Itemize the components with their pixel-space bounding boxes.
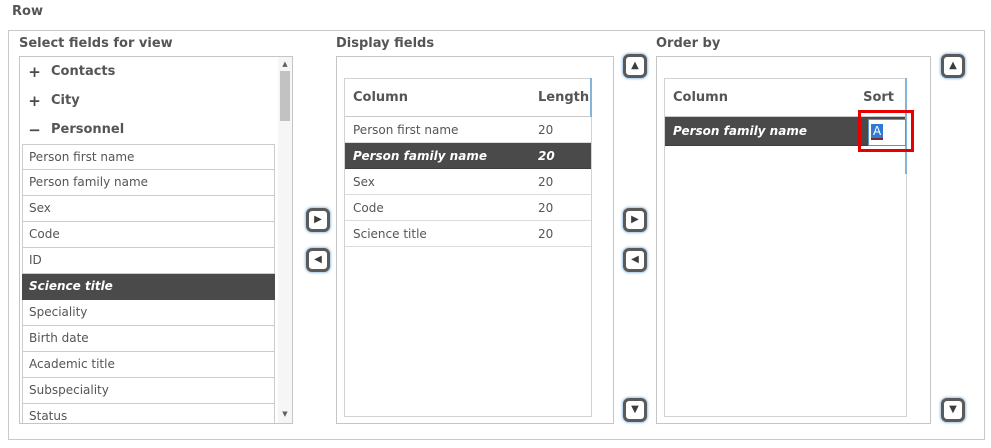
display-table-body: Person first name 20 Person family name 20 S… [345,117,591,247]
select-fields-title: Select fields for view [19,36,173,51]
remove-from-order-button[interactable]: ◀ [623,248,647,272]
display-fields-panel: Column Length Person first name 20 Person … [336,56,614,424]
expand-icon[interactable]: + [28,91,41,110]
row-section-label: Row [12,4,43,19]
length-cell: 20 [538,174,554,189]
length-cell: 20 [538,148,555,163]
sort-input[interactable]: A [868,119,906,146]
fields-panels-container: Select fields for view + Contacts + City − Pe… [8,30,985,440]
expand-icon[interactable]: + [28,62,41,81]
field-list-item[interactable]: Person family name [22,170,275,196]
select-fields-listbox: + Contacts + City − Personnel Person first na… [19,56,293,424]
left-triangle-icon: ◀ [631,254,639,265]
field-list-item[interactable]: Code [22,222,275,248]
field-list-item[interactable]: Speciality [22,300,275,326]
personnel-field-list: Person first name Person family name Sex Co… [22,144,275,423]
tables-tree: + Contacts + City − Personnel [20,57,292,144]
up-triangle-icon: ▲ [631,60,639,71]
field-list-item[interactable]: Science title [22,274,275,300]
field-list-item[interactable]: Academic title [22,352,275,378]
tree-item-label: City [51,93,80,108]
display-fields-row[interactable]: Sex 20 [345,169,591,195]
display-fields-title: Display fields [336,36,435,51]
order-by-table: Column Sort Person family name A [664,78,914,417]
add-to-order-button[interactable]: ▶ [623,208,647,232]
display-table-header: Column Length [345,79,591,117]
length-header: Length [538,90,590,105]
display-move-up-button[interactable]: ▲ [623,54,647,78]
field-list-item[interactable]: Person first name [22,144,275,170]
tree-item-contacts[interactable]: + Contacts [20,57,292,86]
tree-item-label: Contacts [51,64,116,79]
column-cell: Code [353,200,384,215]
column-cell: Person first name [353,122,459,137]
tree-item-city[interactable]: + City [20,86,292,115]
right-triangle-icon: ▶ [631,214,639,225]
column-cell: Science title [353,226,427,241]
down-triangle-icon: ▼ [949,404,957,415]
scroll-down-icon[interactable]: ▼ [282,410,288,418]
column-cell: Sex [353,174,375,189]
display-fields-row[interactable]: Science title 20 [345,221,591,247]
column-header: Column [673,90,728,105]
scrollbar-thumb[interactable] [280,71,290,121]
collapse-icon[interactable]: − [28,120,41,139]
length-cell: 20 [538,200,554,215]
left-triangle-icon: ◀ [314,254,322,265]
down-triangle-icon: ▼ [631,404,639,415]
order-table-header: Column Sort [665,79,906,117]
remove-from-display-button[interactable]: ◀ [306,248,330,272]
field-list-item[interactable]: Status [22,404,275,423]
order-column-cell: Person family name [673,124,807,138]
scroll-up-icon[interactable]: ▲ [282,60,288,68]
field-list-item[interactable]: ID [22,248,275,274]
field-list-item[interactable]: Sex [22,196,275,222]
order-by-row[interactable]: Person family name [665,117,906,146]
tree-item-personnel[interactable]: − Personnel [20,115,292,144]
tree-item-label: Personnel [51,122,125,137]
field-list-item[interactable]: Subspeciality [22,378,275,404]
display-fields-row[interactable]: Person family name 20 [345,143,591,169]
column-header: Column [353,90,408,105]
display-fields-table: Column Length Person first name 20 Person … [344,78,592,417]
column-cell: Person family name [353,148,487,163]
field-list-item[interactable]: Birth date [22,326,275,352]
display-fields-row[interactable]: Code 20 [345,195,591,221]
vertical-scrollbar[interactable]: ▲ ▼ [278,57,292,423]
right-triangle-icon: ▶ [314,214,322,225]
order-by-title: Order by [656,36,721,51]
sort-header: Sort [863,90,894,105]
up-triangle-icon: ▲ [949,60,957,71]
length-cell: 20 [538,122,554,137]
order-move-up-button[interactable]: ▲ [941,54,965,78]
length-cell: 20 [538,226,554,241]
order-by-panel: Column Sort Person family name A [656,56,931,424]
display-fields-row[interactable]: Person first name 20 [345,117,591,143]
selected-text: A [871,124,884,140]
order-move-down-button[interactable]: ▼ [941,398,965,422]
add-to-display-button[interactable]: ▶ [306,208,330,232]
display-move-down-button[interactable]: ▼ [623,398,647,422]
